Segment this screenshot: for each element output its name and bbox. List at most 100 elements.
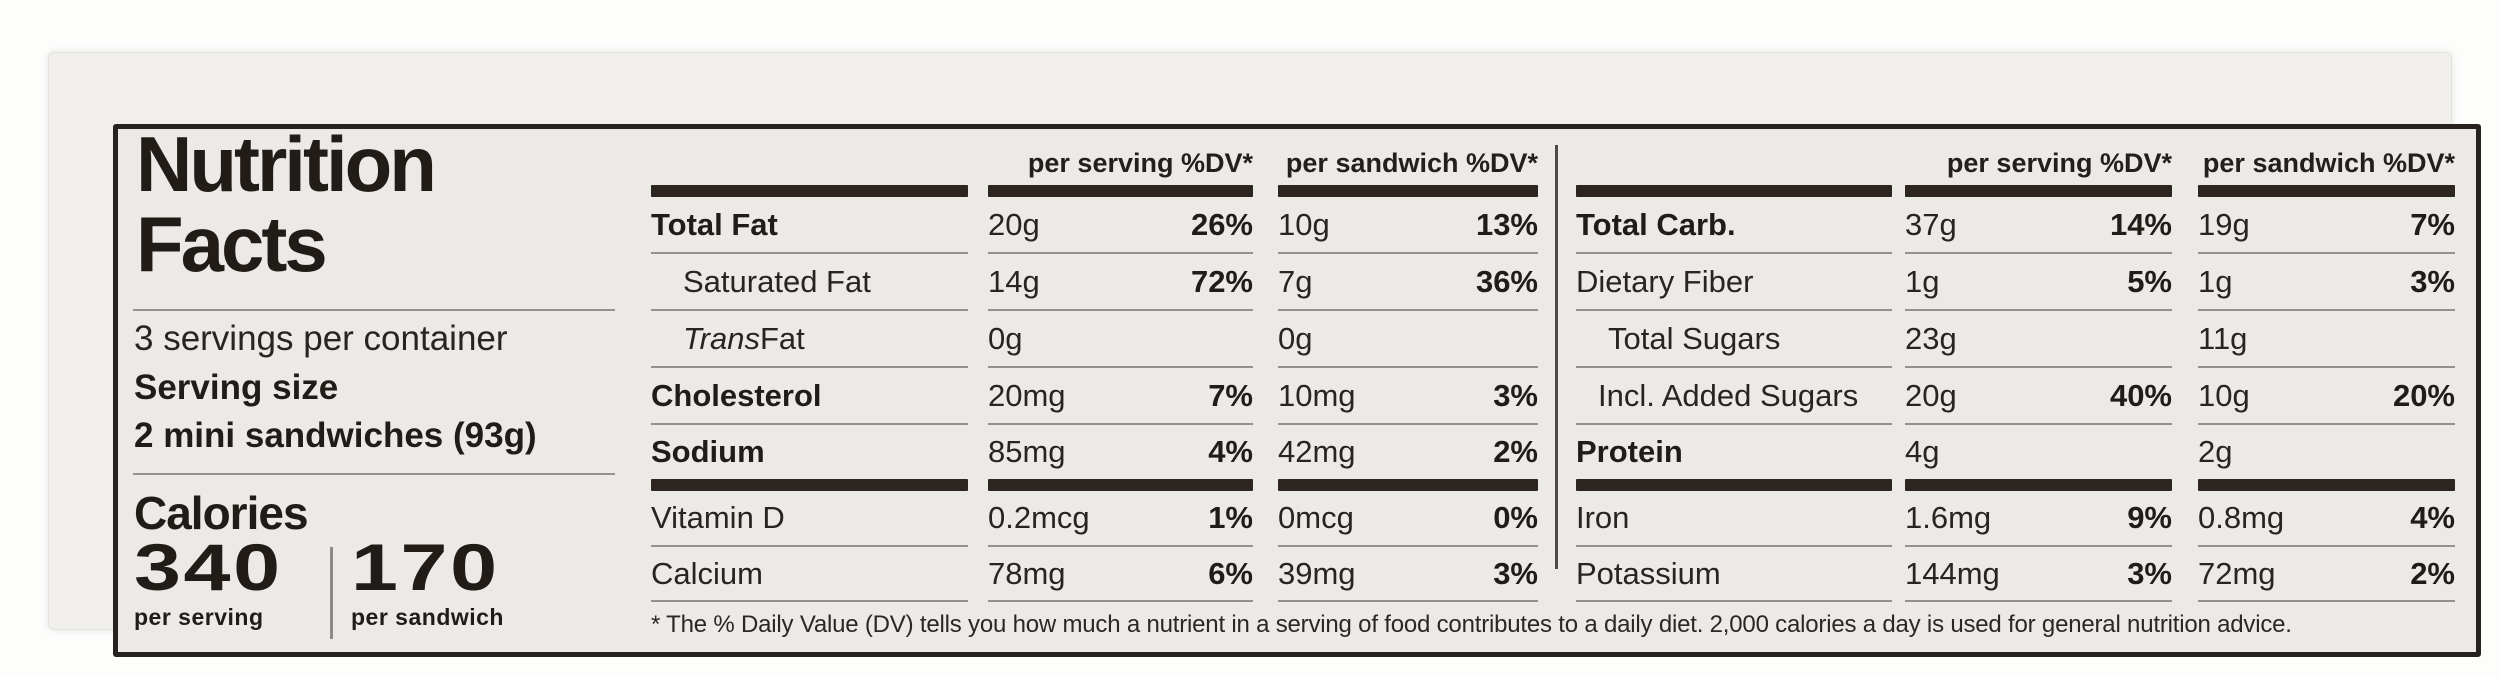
nutrient-sandwich-values: 39mg 3% bbox=[1278, 547, 1538, 602]
amount-value: 20g bbox=[1905, 377, 1957, 413]
amount-value: 10mg bbox=[1278, 377, 1356, 413]
column-header-serving: per serving %DV* bbox=[1946, 148, 2172, 178]
nutrient-name: Cholesterol bbox=[651, 368, 968, 425]
column-header-sandwich: per sandwich %DV* bbox=[1285, 148, 1538, 178]
amount-value: 1g bbox=[1905, 263, 1940, 299]
nutrient-serving-values: 20g 40% bbox=[1905, 368, 2172, 425]
nutrient-name-text: Incl. Added Sugars bbox=[1598, 377, 1859, 413]
daily-value-percent: 3% bbox=[2410, 263, 2455, 299]
daily-value-percent: 4% bbox=[1208, 434, 1253, 469]
nutrient-serving-values: 1g 5% bbox=[1905, 254, 2172, 311]
daily-value-percent: 3% bbox=[2127, 555, 2172, 591]
thick-bar bbox=[651, 185, 968, 197]
amount-value: 42mg bbox=[1278, 434, 1356, 469]
nutrient-name-text: Total Sugars bbox=[1608, 320, 1781, 356]
nutrient-name: Saturated Fat bbox=[651, 254, 968, 311]
nutrient-name: Vitamin D bbox=[651, 491, 968, 547]
nutrient-name-text: Fat bbox=[759, 320, 805, 356]
panel1-sandwich-column: per sandwich %DV* 10g 13% 7g 36% 0g 10mg 3% 42mg… bbox=[1278, 145, 1538, 602]
title-line-1: Nutrition bbox=[136, 120, 437, 208]
column-header-serving: per serving %DV* bbox=[1027, 148, 1253, 178]
title-line-2: Facts bbox=[136, 200, 328, 288]
nutrient-name-text: Calcium bbox=[651, 555, 763, 591]
nutrient-name: Potassium bbox=[1576, 547, 1892, 602]
amount-value: 23g bbox=[1905, 320, 1957, 356]
amount-value: 85mg bbox=[988, 434, 1066, 469]
nutrient-sandwich-values: 1g 3% bbox=[2198, 254, 2455, 311]
column-header-spacer bbox=[651, 145, 968, 185]
calories-per-sandwich-value: 170 bbox=[351, 530, 500, 604]
thick-bar bbox=[1278, 185, 1538, 197]
nutrient-name-text: Sodium bbox=[651, 434, 765, 469]
nutrient-serving-values: 78mg 6% bbox=[988, 547, 1253, 602]
amount-value: 10g bbox=[2198, 377, 2250, 413]
nutrient-name-text: Saturated Fat bbox=[683, 263, 871, 299]
thick-bar bbox=[1278, 479, 1538, 491]
panel-divider-line bbox=[1555, 145, 1558, 569]
daily-value-percent: 14% bbox=[2109, 206, 2172, 242]
divider-rule bbox=[133, 473, 615, 475]
daily-value-percent: 40% bbox=[2109, 377, 2172, 413]
amount-value: 20g bbox=[988, 206, 1040, 242]
daily-value-percent: 7% bbox=[2410, 206, 2455, 242]
amount-value: 0.8mg bbox=[2198, 500, 2285, 535]
serving-size-value: 2 mini sandwiches (93g) bbox=[134, 416, 537, 455]
thick-bar bbox=[2198, 479, 2455, 491]
nutrient-sandwich-values: 42mg 2% bbox=[1278, 425, 1538, 479]
nutrient-sandwich-values: 10g 13% bbox=[1278, 197, 1538, 254]
nutrient-serving-values: 20g 26% bbox=[988, 197, 1253, 254]
nutrient-name: Total Fat bbox=[651, 197, 968, 254]
nutrient-name-text: Dietary Fiber bbox=[1576, 263, 1754, 299]
nutrient-name: Sodium bbox=[651, 425, 968, 479]
nutrient-name-text: Total Fat bbox=[651, 206, 778, 242]
nutrient-name: Dietary Fiber bbox=[1576, 254, 1892, 311]
thick-bar bbox=[988, 479, 1253, 491]
amount-value: 144mg bbox=[1905, 555, 2000, 591]
nutrient-serving-values: 1.6mg 9% bbox=[1905, 491, 2172, 547]
nutrient-panel-left: Total Fat Saturated Fat Trans Fat Cholester… bbox=[651, 145, 1538, 602]
panel1-name-column: Total Fat Saturated Fat Trans Fat Cholester… bbox=[651, 145, 968, 602]
amount-value: 1g bbox=[2198, 263, 2233, 299]
nutrient-serving-values: 20mg 7% bbox=[988, 368, 1253, 425]
amount-value: 20mg bbox=[988, 377, 1066, 413]
daily-value-percent: 2% bbox=[2410, 555, 2455, 591]
amount-value: 1.6mg bbox=[1905, 500, 1992, 535]
amount-value: 14g bbox=[988, 263, 1040, 299]
nutrition-facts-panel: Nutrition Facts 3 servings per container… bbox=[113, 124, 2481, 657]
thick-bar bbox=[1576, 185, 1892, 197]
nutrient-name-text: Vitamin D bbox=[651, 500, 785, 535]
nutrient-name-text: Iron bbox=[1576, 500, 1630, 535]
amount-value: 72mg bbox=[2198, 555, 2276, 591]
amount-value: 37g bbox=[1905, 206, 1957, 242]
nutrient-serving-values: 23g bbox=[1905, 311, 2172, 368]
nutrient-name: Total Carb. bbox=[1576, 197, 1892, 254]
calories-per-sandwich-unit: per sandwich bbox=[351, 604, 504, 630]
column-header-spacer bbox=[1576, 145, 1892, 185]
nutrient-name: Iron bbox=[1576, 491, 1892, 547]
nutrient-name: Trans Fat bbox=[651, 311, 968, 368]
amount-value: 0.2mcg bbox=[988, 500, 1090, 535]
daily-value-percent: 7% bbox=[1208, 377, 1253, 413]
nutrient-serving-values: 0.2mcg 1% bbox=[988, 491, 1253, 547]
daily-value-percent: 2% bbox=[1493, 434, 1538, 469]
nutrient-sandwich-values: 0.8mg 4% bbox=[2198, 491, 2455, 547]
nutrient-name-text: Total Carb. bbox=[1576, 206, 1736, 242]
daily-value-percent: 13% bbox=[1475, 206, 1538, 242]
nutrient-name: Incl. Added Sugars bbox=[1576, 368, 1892, 425]
calories-label: Calories bbox=[134, 487, 309, 539]
nutrient-name-text: Protein bbox=[1576, 434, 1683, 469]
panel2-sandwich-column: per sandwich %DV* 19g 7% 1g 3% 11g 10g 20% 2g 0.8… bbox=[2198, 145, 2455, 602]
column-header-sandwich: per sandwich %DV* bbox=[2202, 148, 2455, 178]
amount-value: 0g bbox=[988, 320, 1023, 356]
amount-value: 0mcg bbox=[1278, 500, 1354, 535]
daily-value-percent: 72% bbox=[1190, 263, 1253, 299]
nutrient-serving-values: 37g 14% bbox=[1905, 197, 2172, 254]
amount-value: 19g bbox=[2198, 206, 2250, 242]
nutrient-sandwich-values: 0g bbox=[1278, 311, 1538, 368]
amount-value: 11g bbox=[2198, 320, 2248, 356]
nutrient-sandwich-values: 72mg 2% bbox=[2198, 547, 2455, 602]
divider-rule bbox=[133, 309, 615, 311]
nutrient-name-text: Trans bbox=[683, 320, 760, 356]
nutrient-sandwich-values: 0mcg 0% bbox=[1278, 491, 1538, 547]
